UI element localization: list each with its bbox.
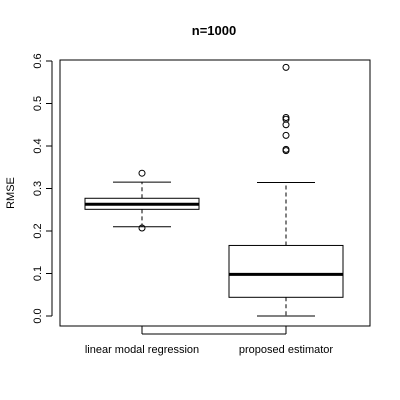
y-tick-label: 0.2 [32, 223, 44, 238]
boxplot-linear-modal-regression [84, 169, 200, 232]
outlier-point [138, 224, 146, 232]
y-tick-label: 0.4 [32, 138, 44, 153]
y-axis: 0.0 0.1 0.2 0.3 0.4 0.5 0.6 [32, 53, 53, 324]
y-tick-label: 0.6 [32, 53, 44, 68]
x-axis: linear modal regression proposed estimato… [85, 326, 333, 356]
iqr-box [228, 244, 344, 298]
y-tick-label: 0.0 [32, 308, 44, 323]
outlier-point [282, 63, 290, 71]
y-axis-label: RMSE [5, 177, 17, 209]
y-tick-label: 0.5 [32, 96, 44, 111]
x-category-label: linear modal regression [85, 344, 199, 356]
plot-frame [59, 59, 371, 327]
chart-title: n=1000 [192, 23, 236, 38]
y-tick-label: 0.3 [32, 181, 44, 196]
outlier-point [282, 147, 290, 155]
outlier-point [282, 131, 290, 139]
x-category-label: proposed estimator [239, 344, 333, 356]
outlier-point [138, 169, 146, 177]
boxplots [84, 63, 344, 317]
boxplot-proposed-estimator [228, 63, 344, 317]
y-tick-label: 0.1 [32, 266, 44, 281]
outlier-point [282, 121, 290, 129]
